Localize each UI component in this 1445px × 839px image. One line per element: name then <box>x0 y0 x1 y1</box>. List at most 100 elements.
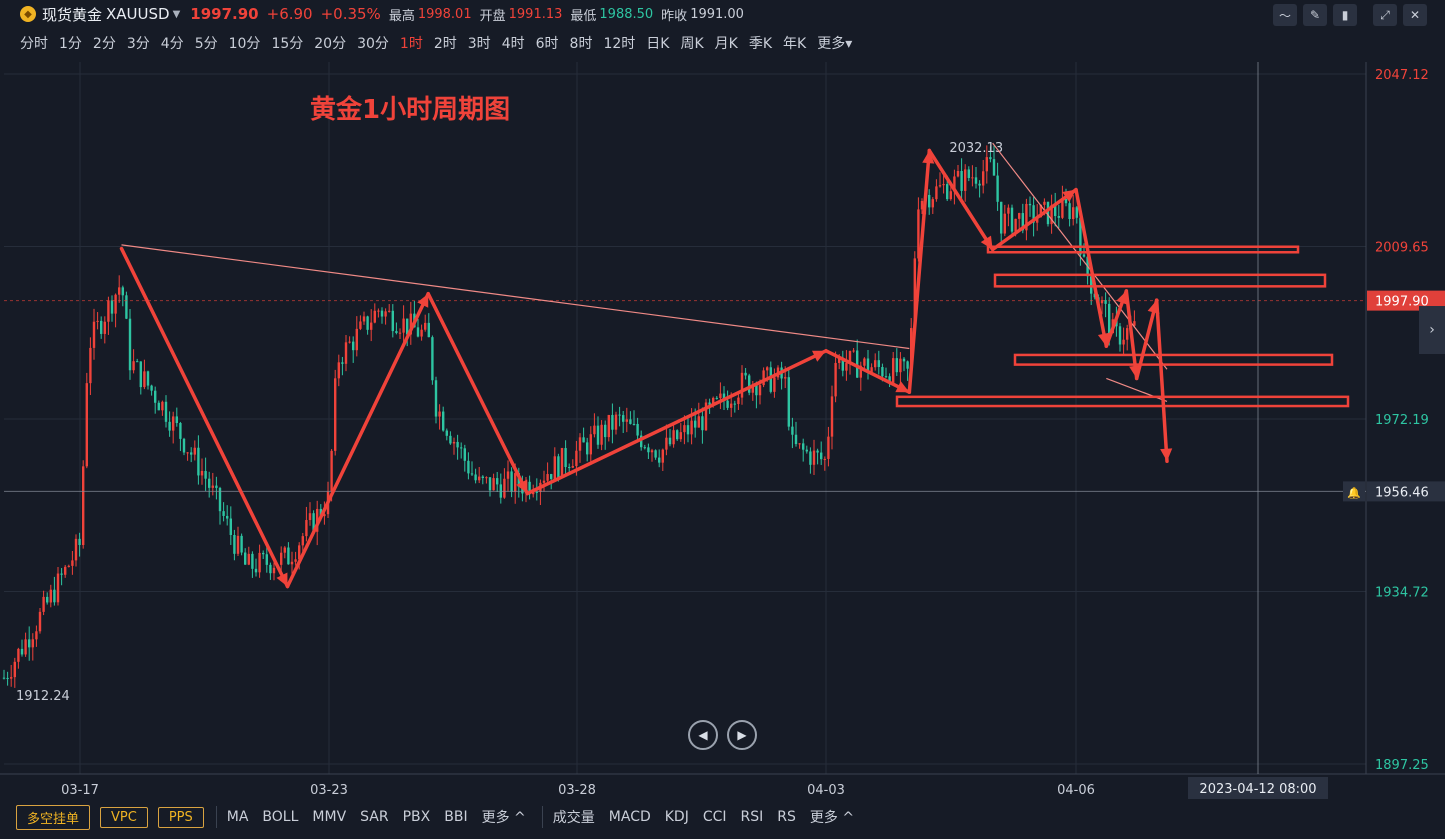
period-tab-19[interactable]: 月K <box>714 36 738 52</box>
x-tick-label-1: 03-23 <box>310 783 348 798</box>
period-tab-13[interactable]: 4时 <box>501 36 525 52</box>
period-tab-18[interactable]: 周K <box>680 36 704 52</box>
period-tab-9[interactable]: 30分 <box>357 36 389 52</box>
candle-body <box>838 357 841 363</box>
candle-body <box>654 450 657 458</box>
candle-body <box>586 442 589 455</box>
candle-body <box>107 300 110 322</box>
period-tab-12[interactable]: 3时 <box>467 36 491 52</box>
candle-body <box>218 487 222 512</box>
candle-body <box>125 295 128 319</box>
expand-icon[interactable]: ⤢ <box>1373 4 1397 26</box>
candle-body <box>348 341 351 343</box>
sub-indicator-3[interactable]: CCI <box>702 809 727 825</box>
candle-body <box>676 430 679 440</box>
sub-indicator-5[interactable]: RS <box>777 809 796 825</box>
next-page-button[interactable]: ▶ <box>727 720 757 750</box>
period-tab-17[interactable]: 日K <box>646 36 670 52</box>
candle-body <box>164 401 168 422</box>
candle-body <box>1018 213 1021 219</box>
bottom-button-2[interactable]: PPS <box>157 806 204 828</box>
main-indicator-4[interactable]: PBX <box>402 809 431 825</box>
current-price-tag: 1997.90 <box>1375 295 1429 310</box>
sub-indicator-6[interactable]: 更多 ^ <box>809 810 855 826</box>
candle-body <box>330 450 333 492</box>
sub-indicator-2[interactable]: KDJ <box>664 809 689 825</box>
candle-body <box>672 430 675 445</box>
candle-body <box>179 423 182 439</box>
prev-page-button[interactable]: ◀ <box>688 720 718 750</box>
pencil-icon[interactable]: ✎ <box>1303 4 1327 26</box>
candle-body <box>827 436 830 459</box>
main-indicator-0[interactable]: MA <box>226 809 249 825</box>
symbol-code[interactable]: XAUUSD <box>106 5 170 23</box>
sub-indicator-1[interactable]: MACD <box>608 809 651 825</box>
candle-body <box>931 199 934 208</box>
candle-body <box>100 320 103 334</box>
main-indicator-6[interactable]: 更多 ^ <box>481 810 526 826</box>
zigzag-arrowhead-12 <box>1160 448 1173 462</box>
price-chart[interactable]: 2047.12 2009.65 1972.19 1934.72 1897.25 03-17… <box>0 62 1445 802</box>
period-tab-22[interactable]: 更多▾ <box>817 36 853 52</box>
period-tab-15[interactable]: 8时 <box>569 36 593 52</box>
candle-body <box>1000 201 1003 234</box>
candle-body <box>319 508 322 517</box>
candle-body <box>985 157 988 172</box>
sub-indicator-4[interactable]: RSI <box>740 809 764 825</box>
period-tab-8[interactable]: 20分 <box>314 36 347 52</box>
period-tab-16[interactable]: 12时 <box>603 36 636 52</box>
candle-body <box>1010 207 1014 232</box>
period-tab-3[interactable]: 3分 <box>126 36 150 52</box>
candle-body <box>114 294 117 314</box>
y-tick-label-2: 1972.19 <box>1375 413 1429 428</box>
main-indicator-2[interactable]: MMV <box>312 809 347 825</box>
period-tab-2[interactable]: 2分 <box>92 36 116 52</box>
period-tab-10[interactable]: 1时 <box>399 36 423 52</box>
side-panel-toggle[interactable]: › <box>1419 306 1445 354</box>
line-chart-icon[interactable]: 〜 <box>1273 4 1297 26</box>
candle-body <box>812 450 816 465</box>
candle-body <box>456 441 459 448</box>
candle-body <box>708 402 711 405</box>
period-tab-1[interactable]: 1分 <box>59 36 82 52</box>
bottom-button-1[interactable]: VPC <box>100 806 148 828</box>
symbol-name[interactable]: 现货黄金 <box>42 5 103 24</box>
period-tab-0[interactable]: 分时 <box>20 36 48 52</box>
symbol-header: ◆ 现货黄金 XAUUSD ▼ 1997.90 +6.90 +0.35% 最高 … <box>0 0 1445 28</box>
period-tab-7[interactable]: 15分 <box>271 36 304 52</box>
candle-body <box>751 384 754 393</box>
candle-body <box>560 448 564 478</box>
zigzag-arrowhead-2 <box>516 479 528 494</box>
open-value: 1991.13 <box>508 6 563 22</box>
period-tab-14[interactable]: 6时 <box>535 36 559 52</box>
period-tab-20[interactable]: 季K <box>748 36 773 52</box>
candle-body <box>928 194 931 208</box>
candle-body <box>460 447 463 449</box>
period-tab-6[interactable]: 10分 <box>228 36 261 52</box>
sub-indicator-0[interactable]: 成交量 <box>552 810 595 826</box>
symbol-dropdown-icon[interactable]: ▼ <box>172 8 181 20</box>
chart-canvas[interactable]: 2047.12 2009.65 1972.19 1934.72 1897.25 03-17… <box>0 62 1445 802</box>
candle-body <box>830 396 834 437</box>
candlestick-icon[interactable]: ▮ <box>1333 4 1357 26</box>
prev-close-value: 1991.00 <box>690 6 744 22</box>
period-tab-21[interactable]: 年K <box>783 36 807 52</box>
candle-body <box>434 380 438 417</box>
candle-body <box>791 426 794 435</box>
candle-body <box>920 201 924 210</box>
last-price: 1997.90 <box>190 5 259 23</box>
candle-body <box>514 473 517 492</box>
close-icon[interactable]: ✕ <box>1403 4 1427 26</box>
main-indicator-3[interactable]: SAR <box>360 809 389 825</box>
period-tab-5[interactable]: 5分 <box>194 36 218 52</box>
main-indicator-1[interactable]: BOLL <box>262 809 299 825</box>
candle-body <box>280 552 283 565</box>
main-indicator-5[interactable]: BBI <box>444 809 468 825</box>
candle-body <box>1021 213 1024 231</box>
period-tab-4[interactable]: 4分 <box>160 36 184 52</box>
period-tab-11[interactable]: 2时 <box>433 36 457 52</box>
prev-close-label: 昨收 <box>661 8 688 24</box>
candle-body <box>1122 339 1125 345</box>
candle-body <box>877 360 880 368</box>
bottom-button-0[interactable]: 多空挂单 <box>16 804 91 830</box>
